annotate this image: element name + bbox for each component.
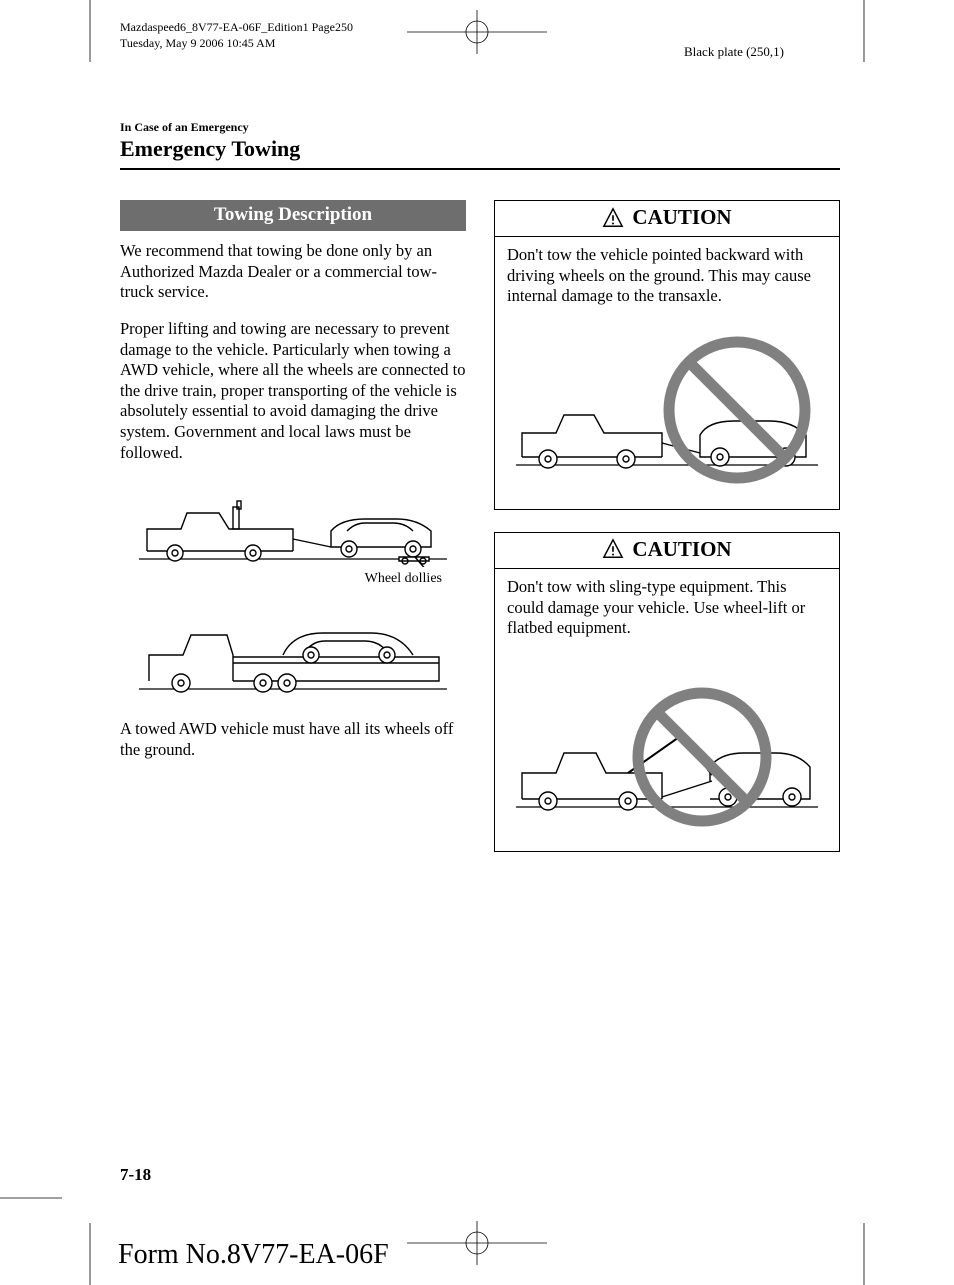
caution-box-1: CAUTION Don't tow the vehicle pointed ba… bbox=[494, 200, 840, 510]
left-p3: A towed AWD vehicle must have all its wh… bbox=[120, 719, 466, 760]
doc-meta: Mazdaspeed6_8V77-EA-06F_Edition1 Page250… bbox=[120, 20, 353, 51]
caution-2-text: Don't tow with sling-type equipment. Thi… bbox=[507, 577, 827, 639]
page-number: 7-18 bbox=[120, 1165, 151, 1185]
wheel-dollies-label: Wheel dollies bbox=[120, 571, 466, 587]
caution-1-title: CAUTION bbox=[632, 205, 731, 230]
section-title: Emergency Towing bbox=[120, 136, 840, 162]
caution-2-title: CAUTION bbox=[632, 537, 731, 562]
caution-2-illustration bbox=[512, 647, 822, 837]
left-column: Towing Description We recommend that tow… bbox=[120, 200, 466, 874]
left-p1: We recommend that towing be done only by… bbox=[120, 241, 466, 303]
title-rule bbox=[120, 168, 840, 170]
towing-wheel-dollies-illustration bbox=[133, 479, 453, 567]
right-column: CAUTION Don't tow the vehicle pointed ba… bbox=[494, 200, 840, 874]
section-label: In Case of an Emergency bbox=[120, 120, 840, 135]
towing-flatbed-illustration bbox=[133, 601, 453, 697]
plate-info: Black plate (250,1) bbox=[684, 44, 784, 60]
warning-icon bbox=[602, 207, 624, 229]
caution-box-2: CAUTION Don't tow with sling-type equipm… bbox=[494, 532, 840, 852]
doc-meta-line2: Tuesday, May 9 2006 10:45 AM bbox=[120, 36, 353, 52]
left-p2: Proper lifting and towing are necessary … bbox=[120, 319, 466, 463]
warning-icon bbox=[602, 538, 624, 560]
caution-1-text: Don't tow the vehicle pointed backward w… bbox=[507, 245, 827, 307]
caution-1-illustration bbox=[512, 315, 822, 495]
doc-meta-line1: Mazdaspeed6_8V77-EA-06F_Edition1 Page250 bbox=[120, 20, 353, 36]
towing-description-heading: Towing Description bbox=[120, 200, 466, 231]
form-number: Form No.8V77-EA-06F bbox=[118, 1239, 389, 1271]
